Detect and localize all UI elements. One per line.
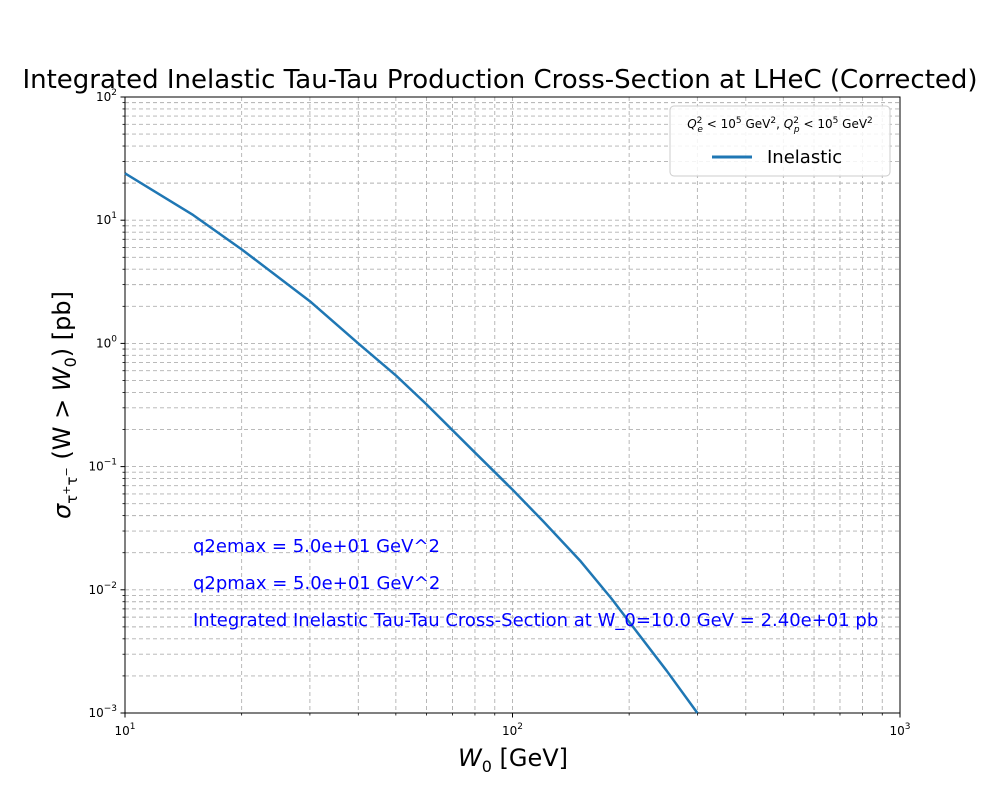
y-tick-label: 102 [96, 88, 117, 104]
annotations: q2emax = 5.0e+01 GeV^2 q2pmax = 5.0e+01 … [193, 536, 878, 631]
legend-label-inelastic: Inelastic [767, 147, 842, 168]
y-tick-label: 101 [96, 211, 117, 227]
series-line-inelastic [124, 172, 699, 714]
y-tick-label: 10−2 [88, 581, 117, 597]
svg-text:W0 [GeV]: W0 [GeV] [458, 744, 568, 776]
legend: Q2 e < 105 GeV2, Q2 p < 105 GeV2 Inelastic [669, 105, 891, 177]
y-tick-label: 10−3 [88, 704, 117, 720]
y-axis-label: στ+τ− (W > W0) [pb] [48, 291, 81, 519]
x-tick-label: 103 [889, 722, 910, 738]
chart-title: Integrated Inelastic Tau-Tau Production … [22, 65, 977, 95]
x-tick-label: 102 [502, 722, 523, 738]
series-layer [124, 172, 699, 714]
x-axis-label: W0 [GeV] [458, 744, 568, 776]
annotation-q2pmax: q2pmax = 5.0e+01 GeV^2 [193, 573, 440, 594]
annotation-q2emax: q2emax = 5.0e+01 GeV^2 [193, 536, 440, 557]
y-tick-label: 100 [96, 334, 117, 350]
y-tick-label: 10−1 [88, 458, 117, 474]
axis-ticks: 101 102 103 10−3 10−2 10−1 100 101 102 [88, 88, 910, 738]
svg-text:στ+τ− (W > W0) [pb]: στ+τ− (W > W0) [pb] [48, 291, 81, 519]
x-tick-label: 101 [114, 722, 135, 738]
annotation-cross-section: Integrated Inelastic Tau-Tau Cross-Secti… [193, 610, 878, 631]
legend-title: Q2 e < 105 GeV2, Q2 p < 105 GeV2 [687, 116, 873, 135]
